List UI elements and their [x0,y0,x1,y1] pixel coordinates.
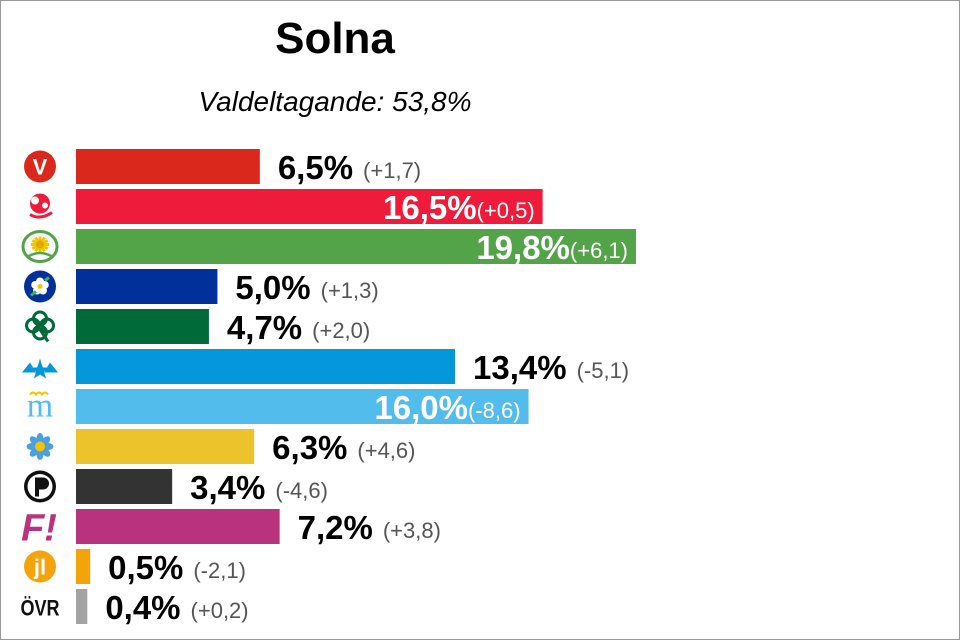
value-label-c: 4,7% [227,309,302,346]
bar-m [76,389,529,424]
change-label-sd: (+4,6) [357,438,415,463]
bar-pp [76,469,173,504]
change-label-övr: (+0,2) [191,598,249,623]
value-label-pp: 3,4% [190,469,265,506]
change-label-pp: (-4,6) [275,478,328,503]
svg-text:V: V [33,155,48,180]
change-label-c: (+2,0) [312,318,370,343]
change-label-s: (+0,5) [477,198,535,223]
change-label-fi: (+3,8) [383,518,441,543]
bar-fi [76,509,280,544]
chart-subtitle: Valdeltagande: 53,8% [198,86,472,117]
c-clover-icon [25,310,55,343]
value-label-jl: 0,5% [108,549,183,586]
value-label-mp: 19,8% [476,229,570,266]
value-label-övr: 0,4% [105,589,180,626]
value-label-sd: 6,3% [272,429,347,466]
jl-logo-icon: jl [24,550,56,583]
chart-title: Solna [275,14,395,63]
svg-text:jl: jl [33,555,46,580]
svg-text:F!: F! [21,508,57,550]
change-label-v: (+1,7) [363,158,421,183]
value-label-l: 13,4% [473,349,567,386]
change-label-mp: (+6,1) [570,238,628,263]
m-logo-icon: m [27,388,53,425]
bar-jl [76,549,91,584]
kd-flower-icon [24,270,56,303]
value-label-kd: 5,0% [235,269,310,306]
change-label-m: (-8,6) [468,398,521,423]
value-label-fi: 7,2% [298,509,373,546]
v-logo-icon: V [24,150,56,183]
value-label-s: 16,5% [383,189,477,226]
value-label-m: 16,0% [374,389,468,426]
sd-anemone-icon [26,433,54,460]
pp-pirate-icon [24,470,56,503]
bar-v [76,149,260,184]
bar-kd [76,269,218,304]
bar-l [76,349,455,384]
change-label-jl: (-2,1) [193,558,246,583]
fi-logo-icon: F! [21,508,57,550]
svg-text:ÖVR: ÖVR [20,596,60,621]
bar-s [76,189,543,224]
bar-övr [76,589,88,624]
mp-dandelion-icon [21,230,59,263]
change-label-kd: (+1,3) [321,278,379,303]
bar-mp [76,229,636,264]
change-label-l: (-5,1) [577,358,630,383]
l-star-icon [22,358,58,379]
value-label-v: 6,5% [278,149,353,186]
s-rose-icon [29,193,53,219]
ovr-text-icon: ÖVR [20,596,60,621]
bar-sd [76,429,255,464]
bar-c [76,309,209,344]
